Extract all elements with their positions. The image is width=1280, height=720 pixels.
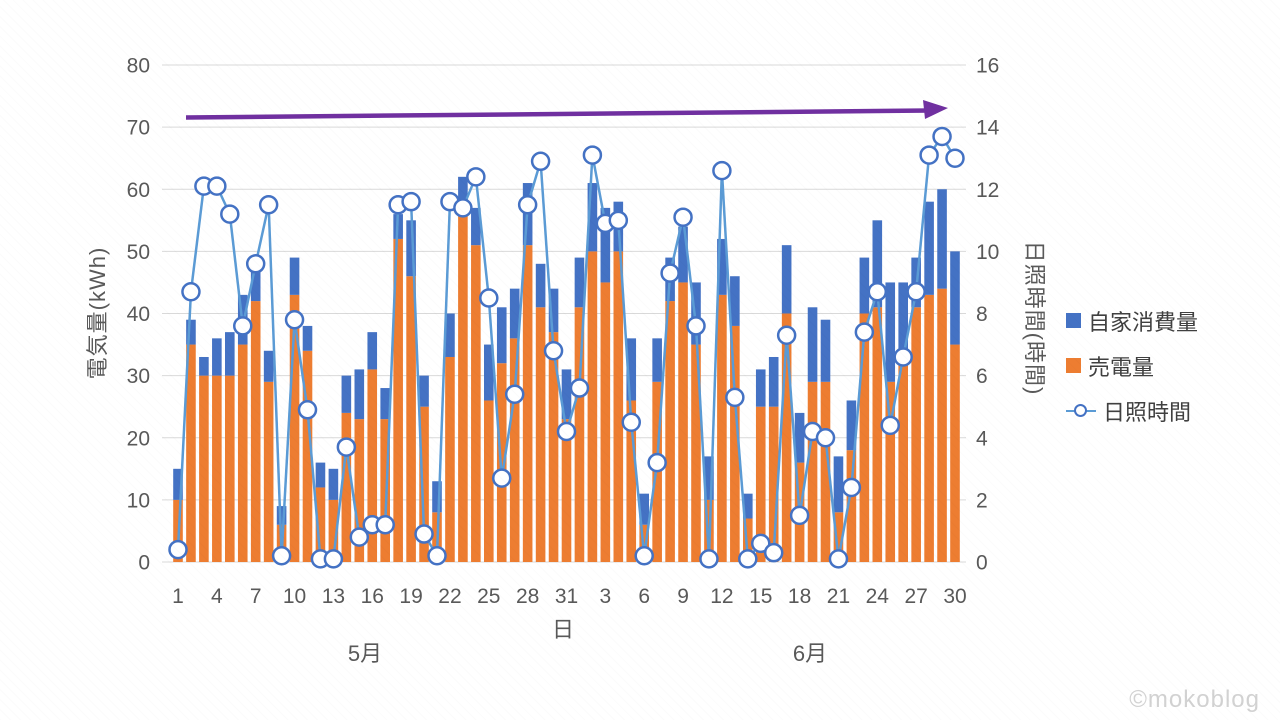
svg-text:22: 22 <box>438 585 461 608</box>
watermark: ©mokoblog <box>1129 686 1260 713</box>
legend: 自家消費量 売電量 日照時間 <box>1066 298 1198 433</box>
legend-label-sunshine: 日照時間 <box>1103 399 1192 425</box>
svg-text:9: 9 <box>677 585 689 608</box>
svg-text:8: 8 <box>976 303 988 326</box>
right-axis-title: 日照時間(時間) <box>1022 240 1047 396</box>
svg-text:10: 10 <box>283 585 306 608</box>
svg-text:60: 60 <box>127 179 150 202</box>
orange-square-icon <box>1066 358 1081 373</box>
svg-text:80: 80 <box>127 55 150 78</box>
svg-text:18: 18 <box>788 585 811 608</box>
svg-text:40: 40 <box>127 303 150 326</box>
legend-label-self-consumption: 自家消費量 <box>1088 309 1199 335</box>
svg-text:50: 50 <box>127 241 150 264</box>
legend-item-sunshine: 日照時間 <box>1066 388 1198 433</box>
legend-label-sold: 売電量 <box>1088 354 1155 380</box>
legend-item-self-consumption: 自家消費量 <box>1066 298 1198 343</box>
svg-text:16: 16 <box>976 55 999 78</box>
month-label-may: 5月 <box>347 641 383 666</box>
svg-text:12: 12 <box>710 585 733 608</box>
svg-text:24: 24 <box>866 585 890 608</box>
svg-text:30: 30 <box>127 365 150 388</box>
svg-text:0: 0 <box>138 552 150 575</box>
svg-text:6: 6 <box>976 365 988 388</box>
svg-text:10: 10 <box>976 241 999 264</box>
svg-text:15: 15 <box>749 585 772 608</box>
line-circle-marker-icon <box>1066 403 1096 418</box>
svg-text:4: 4 <box>211 585 223 608</box>
svg-text:12: 12 <box>976 179 999 202</box>
svg-text:20: 20 <box>127 427 150 450</box>
svg-text:13: 13 <box>322 585 345 608</box>
left-axis-title: 電気量(kWh) <box>85 246 110 380</box>
circle-marker-icon <box>1074 403 1087 417</box>
svg-text:70: 70 <box>127 117 150 140</box>
svg-text:4: 4 <box>976 427 988 450</box>
month-label-june: 6月 <box>792 641 828 666</box>
svg-text:21: 21 <box>827 585 850 608</box>
svg-text:0: 0 <box>976 552 988 575</box>
svg-text:16: 16 <box>361 585 384 608</box>
blue-square-icon <box>1066 313 1081 328</box>
svg-text:30: 30 <box>943 585 966 608</box>
svg-text:31: 31 <box>555 585 578 608</box>
svg-text:3: 3 <box>600 585 612 608</box>
svg-text:14: 14 <box>976 117 1000 140</box>
svg-text:7: 7 <box>250 585 262 608</box>
svg-text:27: 27 <box>904 585 927 608</box>
svg-text:6: 6 <box>638 585 650 608</box>
svg-text:19: 19 <box>399 585 422 608</box>
legend-item-sold: 売電量 <box>1066 343 1198 388</box>
svg-text:10: 10 <box>127 489 150 512</box>
svg-text:25: 25 <box>477 585 500 608</box>
svg-text:28: 28 <box>516 585 539 608</box>
x-axis-title: 日 <box>551 617 575 642</box>
svg-text:2: 2 <box>976 489 988 512</box>
svg-text:1: 1 <box>172 585 184 608</box>
